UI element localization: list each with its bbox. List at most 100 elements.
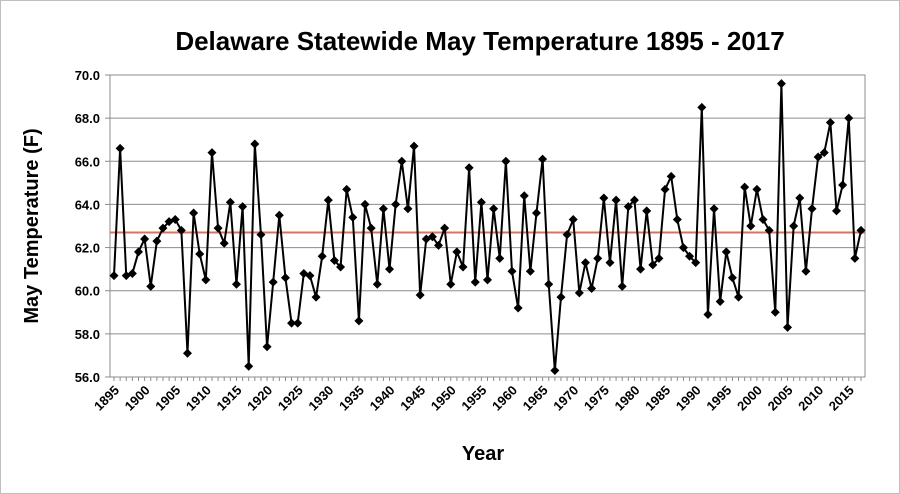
data-point-1969 (562, 230, 572, 240)
data-point-1963 (525, 266, 535, 276)
data-point-1938 (372, 279, 382, 289)
data-point-1913 (219, 238, 229, 248)
data-point-2008 (801, 266, 811, 276)
data-point-1944 (409, 141, 419, 151)
data-point-1917 (244, 361, 254, 371)
data-point-2002 (764, 225, 774, 235)
data-point-2013 (832, 206, 842, 216)
data-point-1928 (311, 292, 321, 302)
y-tick-label: 60.0 (75, 284, 100, 299)
data-point-1930 (323, 195, 333, 205)
chart-title: Delaware Statewide May Temperature 1895 … (175, 26, 784, 56)
data-point-1952 (458, 262, 468, 272)
data-point-1987 (672, 215, 682, 225)
data-point-1994 (715, 297, 725, 306)
data-point-1927 (305, 271, 315, 281)
x-tick-label: 1965 (520, 383, 551, 414)
x-tick-label: 1975 (581, 383, 612, 414)
data-point-1965 (538, 154, 548, 164)
data-point-1945 (415, 290, 425, 300)
data-point-1966 (544, 279, 554, 289)
data-point-1993 (709, 204, 719, 214)
y-tick-label: 64.0 (75, 197, 100, 212)
x-tick-label: 2000 (734, 383, 765, 414)
data-point-1992 (703, 309, 713, 319)
data-point-1959 (501, 156, 511, 166)
data-point-1990 (691, 258, 701, 268)
x-tick-label: 1920 (244, 383, 275, 414)
data-point-1973 (587, 284, 597, 294)
data-point-1901 (146, 281, 156, 291)
x-axis-title: Year (462, 443, 504, 465)
y-tick-label: 62.0 (75, 241, 100, 256)
data-point-1948 (434, 240, 444, 250)
x-tick-label: 1970 (550, 383, 581, 414)
data-point-1995 (721, 247, 731, 257)
data-point-1989 (685, 251, 695, 261)
data-point-1936 (360, 199, 370, 209)
data-point-1955 (476, 197, 486, 207)
data-point-1960 (507, 266, 517, 276)
x-tick-label: 1950 (428, 383, 459, 414)
data-point-1971 (574, 288, 584, 298)
data-point-2009 (807, 204, 817, 214)
x-tick-label: 1930 (305, 383, 336, 414)
data-point-1954 (470, 277, 480, 287)
data-point-2003 (770, 307, 780, 317)
y-tick-label: 70.0 (75, 68, 100, 83)
data-point-1980 (629, 195, 639, 205)
data-point-1903 (158, 223, 168, 233)
data-point-1940 (385, 264, 395, 274)
data-point-1996 (727, 273, 737, 283)
data-point-1967 (550, 366, 560, 376)
x-tick-label: 2005 (765, 383, 796, 414)
data-point-1984 (654, 253, 664, 263)
data-point-1956 (483, 275, 492, 285)
y-axis-title: May Temperature (F) (21, 128, 43, 323)
y-tick-label: 66.0 (75, 154, 100, 169)
data-point-1931 (329, 256, 339, 266)
data-point-1983 (648, 260, 658, 270)
data-point-1970 (568, 215, 578, 225)
data-point-1900 (140, 234, 150, 244)
y-tick-label: 56.0 (75, 370, 100, 385)
x-tick-label: 1960 (489, 383, 520, 414)
data-point-1951 (452, 247, 462, 257)
x-tick-label: 1945 (397, 383, 428, 414)
data-point-1908 (189, 208, 199, 218)
x-tick-label: 1895 (91, 383, 122, 414)
data-point-1950 (446, 279, 456, 289)
data-point-1962 (519, 191, 529, 201)
data-point-2011 (819, 148, 829, 158)
data-point-1934 (348, 212, 358, 222)
data-point-1916 (238, 202, 248, 212)
data-point-1914 (225, 197, 235, 207)
data-point-2007 (795, 193, 805, 203)
data-point-1935 (354, 316, 364, 326)
data-point-1922 (274, 210, 284, 220)
data-point-2017 (856, 225, 866, 235)
data-point-1947 (427, 232, 437, 242)
data-point-1918 (250, 139, 260, 149)
data-point-1998 (740, 182, 750, 192)
data-point-1933 (342, 184, 352, 194)
data-point-1895 (109, 271, 119, 281)
data-point-1925 (293, 318, 303, 328)
data-point-1912 (213, 223, 223, 233)
x-tick-label: 1905 (152, 383, 183, 414)
data-point-2015 (844, 113, 854, 123)
data-point-1905 (170, 215, 180, 225)
data-point-2000 (752, 184, 762, 194)
data-point-1932 (336, 262, 346, 272)
data-point-2004 (776, 79, 786, 89)
data-point-1937 (366, 223, 376, 233)
data-point-1910 (201, 275, 211, 285)
data-point-2012 (825, 117, 835, 127)
data-point-1982 (642, 206, 652, 216)
data-point-1999 (746, 221, 756, 231)
data-point-1953 (464, 163, 474, 173)
data-point-1915 (231, 279, 241, 289)
x-tick-label: 1900 (122, 383, 153, 414)
data-point-1986 (666, 171, 676, 181)
